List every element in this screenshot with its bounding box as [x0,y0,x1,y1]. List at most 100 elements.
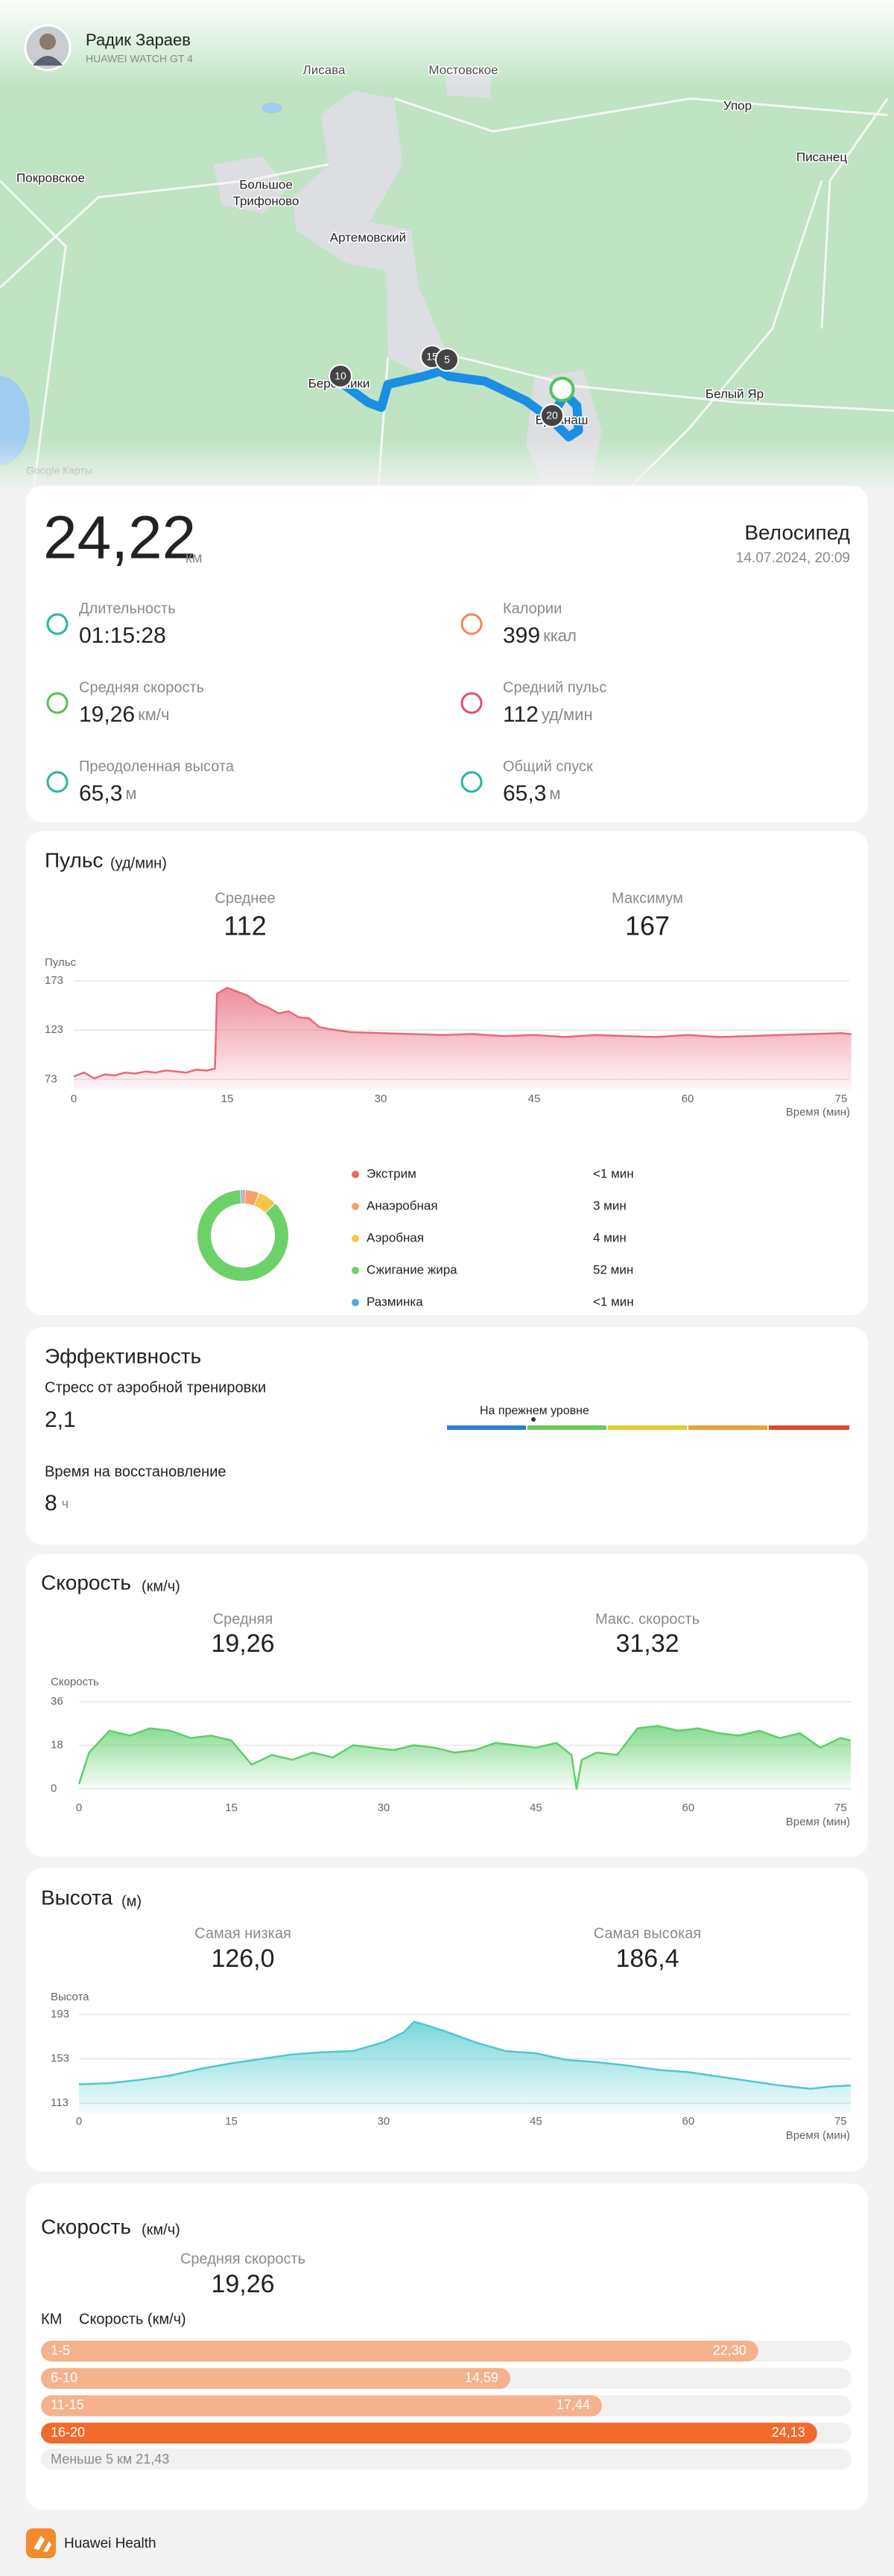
activity: Велосипед [744,521,850,544]
stat-value: 01:15:28 [79,623,166,648]
hr-max: 167 [625,911,670,941]
route [332,366,583,442]
line [78,2020,852,2090]
x-tick-label: 45 [530,1801,542,1814]
hr-avg: 112 [224,911,266,941]
header-fade [0,0,894,89]
stress-status: На прежнем уровне [480,1405,589,1417]
efficiency-card [26,1327,868,1545]
bar [41,2341,758,2362]
town [292,90,448,375]
y-tick-label: 123 [45,1023,63,1036]
map-label: Упор [723,98,752,112]
legend-label: Экстрим [367,1166,416,1180]
y-tick-label: 193 [51,2008,69,2020]
speed-avg-label: Средняя [213,1611,273,1627]
stat-label: Преодоленная высота [79,758,235,775]
legend-value: 3 мин [593,1198,627,1212]
x-tick-label: 15 [221,1093,234,1105]
splits-title: Скорость [41,2215,131,2238]
col-speed: Скорость (км/ч) [79,2311,186,2327]
y-tick-label: 0 [51,1782,57,1795]
alt-title: Высота [41,1886,113,1909]
stat-number: 65,3 [503,781,546,806]
stat-value: 65,3 м [79,781,137,806]
remainder-track [41,2449,852,2470]
stat-number: 01:15:28 [79,623,166,648]
map-fade [0,439,894,492]
line [73,987,852,1080]
x-tick-label: 30 [378,2115,390,2128]
legend-dot [352,1235,359,1242]
legend-label: Разминка [367,1294,423,1308]
x-tick-label: 45 [530,2115,542,2128]
x-tick-label: 60 [682,1801,695,1814]
stat-label: Средний пульс [503,679,606,696]
route-marker-label: 10 [335,370,346,382]
road [0,179,67,493]
avatar-head [39,34,56,50]
hr-unit: (уд/мин) [110,855,167,871]
map-label: Покровское [16,171,85,185]
avatar-body [33,56,63,66]
donut-segment [244,1190,259,1206]
bar [41,2367,510,2389]
legend-value: <1 мин [593,1166,634,1180]
x-tick-label: 75 [834,1801,847,1814]
town [213,156,288,214]
route-marker [329,364,352,388]
map-label: Артемовский [330,230,406,244]
speed-avg: 19,26 [211,1629,274,1658]
legend-label: Анаэробная [367,1198,438,1212]
stat-number: 399 [503,623,540,648]
bar-value: 24,13 [772,2425,805,2440]
y-tick-label: 173 [45,974,63,987]
x-tick-label: 15 [225,1801,238,1814]
y-tick-label: 73 [45,1072,57,1085]
stat-value: 399 ккал [503,623,577,648]
legend-label: Аэробная [367,1230,424,1244]
x-axis-title: Время (мин) [786,1816,850,1828]
alt-unit: (м) [121,1893,142,1909]
alt-max-label: Самая высокая [594,1925,702,1941]
y-tick-label: 18 [51,1738,63,1751]
stat-value: 65,3 м [503,781,561,806]
legend-dot [352,1299,359,1306]
y-axis-title: Скорость [51,1676,99,1688]
level-bar [769,1425,849,1430]
stat-icon [460,771,483,793]
stat-icon [46,692,69,714]
x-axis-title: Время (мин) [786,1106,850,1119]
stat-label: Калории [503,600,562,617]
lake [261,103,282,113]
level-marker [531,1417,536,1422]
stat-unit: ккал [543,626,577,645]
stat-value: 19,26 км/ч [79,702,169,727]
legend-dot [352,1203,359,1210]
distance-unit: км [186,550,203,566]
stat-icon [460,692,483,714]
x-tick-label: 30 [378,1801,390,1814]
stat-number: 19,26 [79,702,135,727]
stat-unit: м [549,784,560,803]
stat-label: Общий спуск [503,758,593,775]
speed-max-label: Макс. скорость [595,1611,700,1627]
x-tick-label: 60 [682,1093,694,1105]
y-tick-label: 36 [51,1695,63,1708]
route-marker-label: 20 [546,410,558,422]
road [0,163,329,289]
legend-value: 52 мин [593,1262,633,1276]
speed-unit: (км/ч) [142,1578,180,1594]
eff-title: Эффективность [45,1344,201,1367]
stat-number: 112 [503,702,539,727]
altitude-card [26,1868,868,2172]
stat-icon [46,613,69,635]
x-tick-label: 0 [71,1093,77,1105]
x-tick-label: 60 [682,2115,695,2128]
summary-card [26,486,868,822]
map-label: Большое [239,177,293,191]
y-tick-label: 113 [51,2096,69,2109]
legend-value: <1 мин [593,1294,634,1308]
